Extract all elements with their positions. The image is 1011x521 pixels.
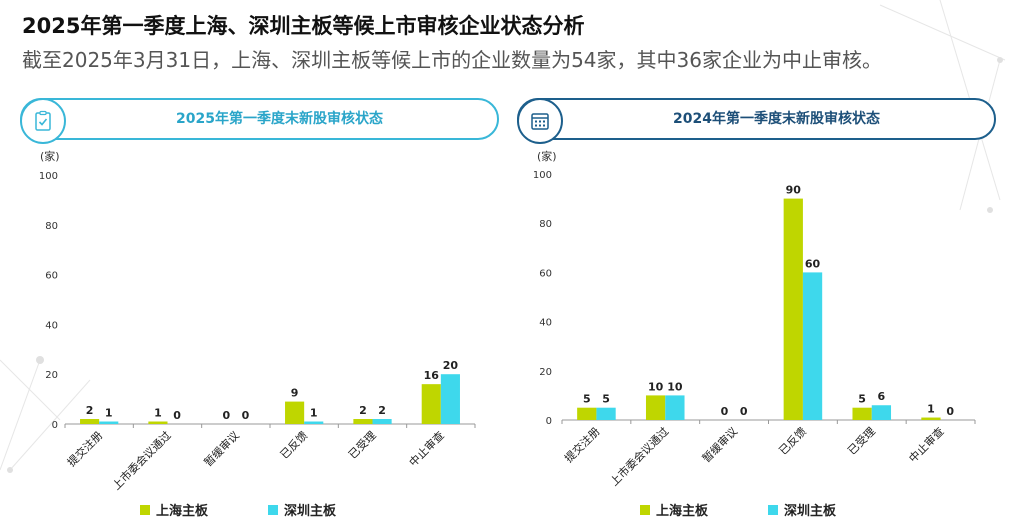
left-data-label-shenzhen: 0: [173, 409, 181, 422]
legend-label-shenzhen: 深圳主板: [784, 504, 837, 519]
page-title: 2025年第一季度上海、深圳主板等候上市审核企业状态分析: [22, 14, 585, 38]
left-x-category-label: 中止审查: [406, 428, 447, 469]
left-x-category-label: 暂缓审议: [201, 428, 242, 469]
left-y-tick-label: 100: [39, 171, 58, 182]
left-bar-shanghai: [148, 421, 168, 424]
left-chart-legend: 上海主板 深圳主板: [140, 500, 336, 519]
right-data-label-shanghai: 0: [721, 405, 729, 418]
right-data-label-shanghai: 1: [927, 403, 935, 416]
right-bar-shanghai: [577, 407, 597, 420]
right-data-label-shanghai: 5: [583, 393, 591, 406]
legend-item-shenzhen: 深圳主板: [268, 500, 336, 519]
right-x-category-label: 中止审查: [906, 424, 947, 465]
right-bar-shenzhen: [596, 407, 616, 420]
right-bar-shenzhen: [871, 405, 892, 420]
right-y-tick-label: 0: [546, 416, 552, 427]
right-y-tick-label: 40: [539, 318, 552, 329]
left-data-label-shenzhen: 0: [242, 409, 250, 422]
right-x-category-label: 提交注册: [562, 424, 603, 465]
left-panel-header: 2025年第一季度末新股审核状态: [20, 98, 499, 144]
right-panel-title: 2024年第一季度末新股审核状态: [673, 111, 880, 127]
right-y-tick-label: 20: [539, 367, 552, 378]
left-y-unit-label: (家): [40, 149, 60, 163]
right-y-tick-label: 60: [539, 268, 552, 279]
left-data-label-shanghai: 2: [359, 404, 367, 417]
legend-item-shenzhen: 深圳主板: [768, 500, 836, 519]
left-y-tick-label: 0: [52, 420, 58, 431]
left-bar-shanghai: [285, 401, 305, 424]
right-y-unit-label: (家): [537, 149, 557, 163]
left-data-label-shenzhen: 2: [378, 404, 386, 417]
calendar-icon: [517, 98, 563, 144]
right-chart-legend: 上海主板 深圳主板: [640, 500, 836, 519]
right-y-tick-label: 80: [539, 219, 552, 230]
left-bar-shanghai: [353, 419, 373, 424]
left-bar-shenzhen: [99, 421, 119, 424]
left-data-label-shanghai: 2: [86, 404, 94, 417]
left-data-label-shanghai: 9: [291, 387, 299, 400]
left-x-category-label: 提交注册: [64, 428, 105, 469]
left-bar-shenzhen: [304, 421, 324, 424]
right-data-label-shanghai: 5: [858, 393, 866, 406]
left-x-category-label: 已受理: [346, 429, 379, 462]
right-bar-shenzhen: [665, 395, 685, 420]
legend-swatch-shenzhen: [768, 504, 779, 515]
clipboard-check-icon: [20, 98, 66, 144]
right-data-label-shanghai: 90: [786, 184, 802, 197]
left-panel-title: 2025年第一季度末新股审核状态: [176, 111, 383, 127]
legend-item-shanghai: 上海主板: [640, 500, 708, 519]
right-x-category-label: 已反馈: [777, 425, 810, 458]
left-bar-shenzhen: [372, 419, 392, 424]
left-x-category-label: 已反馈: [278, 429, 311, 462]
right-bar-shanghai: [921, 417, 941, 420]
right-data-label-shenzhen: 0: [946, 405, 954, 418]
right-x-category-label: 上市委会议通过: [607, 424, 671, 488]
legend-swatch-shanghai: [640, 504, 650, 515]
right-bar-shanghai: [783, 198, 803, 420]
left-data-label-shanghai: 1: [154, 407, 162, 420]
legend-item-shanghai: 上海主板: [140, 500, 208, 519]
right-bar-shenzhen: [802, 272, 823, 420]
right-bar-shanghai: [645, 395, 666, 420]
left-data-label-shenzhen: 1: [310, 407, 318, 420]
right-panel-header: 2024年第一季度末新股审核状态: [517, 98, 996, 144]
left-data-label-shanghai: 0: [222, 409, 230, 422]
right-y-tick-label: 100: [533, 170, 552, 181]
right-data-label-shenzhen: 60: [805, 257, 821, 270]
right-bar-shanghai: [852, 407, 872, 420]
left-data-label-shanghai: 16: [424, 369, 440, 382]
legend-label-shenzhen: 深圳主板: [284, 504, 337, 519]
left-x-category-label: 上市委会议通过: [109, 428, 173, 492]
left-y-tick-label: 60: [45, 271, 58, 282]
page-subtitle: 截至2025年3月31日，上海、深圳主板等候上市的企业数量为54家，其中36家企…: [22, 48, 882, 72]
legend-swatch-shanghai: [140, 504, 150, 515]
left-bar-shenzhen: [440, 374, 460, 424]
legend-label-shanghai: 上海主板: [156, 504, 209, 519]
legend-label-shanghai: 上海主板: [656, 504, 709, 519]
right-data-label-shenzhen: 6: [878, 390, 886, 403]
right-data-label-shenzhen: 10: [667, 380, 683, 393]
right-data-label-shenzhen: 5: [602, 393, 610, 406]
left-bar-shanghai: [80, 419, 100, 424]
left-data-label-shenzhen: 20: [443, 359, 459, 372]
left-y-tick-label: 80: [45, 221, 58, 232]
right-x-category-label: 暂缓审议: [699, 424, 740, 465]
left-y-tick-label: 20: [45, 370, 58, 381]
right-data-label-shanghai: 10: [648, 380, 664, 393]
right-data-label-shenzhen: 0: [740, 405, 748, 418]
legend-swatch-shenzhen: [268, 504, 279, 515]
right-x-category-label: 已受理: [845, 425, 878, 458]
left-bar-shanghai: [421, 384, 441, 424]
left-y-tick-label: 40: [45, 320, 58, 331]
left-data-label-shenzhen: 1: [105, 407, 113, 420]
